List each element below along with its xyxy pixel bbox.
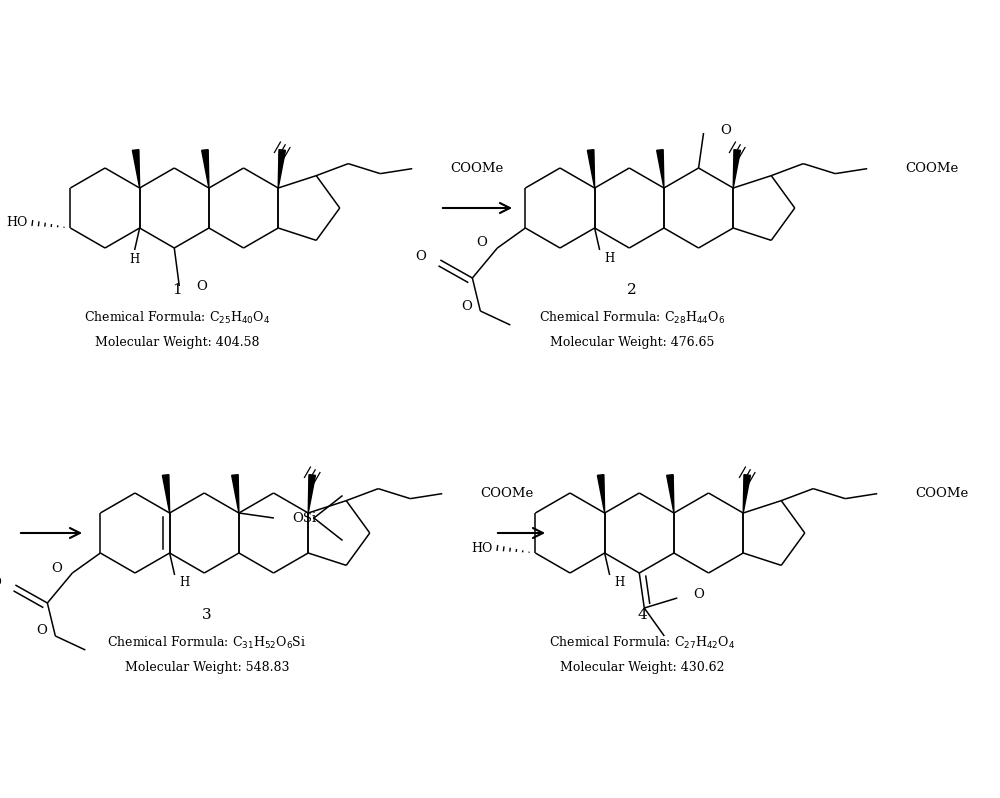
Text: COOMe: COOMe — [905, 162, 958, 175]
Text: COOMe: COOMe — [480, 487, 533, 500]
Text: O: O — [721, 124, 731, 137]
Polygon shape — [132, 150, 140, 188]
Polygon shape — [667, 475, 674, 513]
Text: 1: 1 — [172, 283, 182, 297]
Polygon shape — [162, 475, 170, 513]
Text: Chemical Formula: C$_{25}$H$_{40}$O$_{4}$: Chemical Formula: C$_{25}$H$_{40}$O$_{4}… — [84, 310, 270, 326]
Text: O: O — [36, 625, 47, 638]
Polygon shape — [587, 150, 595, 188]
Text: O: O — [415, 251, 426, 263]
Text: H: H — [605, 251, 615, 264]
Text: HO: HO — [471, 542, 492, 555]
Polygon shape — [657, 150, 664, 188]
Text: Molecular Weight: 548.83: Molecular Weight: 548.83 — [125, 662, 289, 674]
Text: 3: 3 — [202, 608, 212, 622]
Polygon shape — [308, 475, 315, 513]
Text: O: O — [461, 299, 472, 313]
Text: Molecular Weight: 404.58: Molecular Weight: 404.58 — [95, 337, 259, 350]
Text: Chemical Formula: C$_{28}$H$_{44}$O$_{6}$: Chemical Formula: C$_{28}$H$_{44}$O$_{6}… — [539, 310, 725, 326]
Text: Chemical Formula: C$_{31}$H$_{52}$O$_{6}$Si: Chemical Formula: C$_{31}$H$_{52}$O$_{6}… — [107, 635, 307, 651]
Text: HO: HO — [6, 216, 27, 230]
Text: Molecular Weight: 430.62: Molecular Weight: 430.62 — [560, 662, 724, 674]
Text: O: O — [0, 575, 1, 588]
Text: O: O — [196, 279, 207, 293]
Text: O: O — [51, 562, 62, 575]
Text: 4: 4 — [637, 608, 647, 622]
Text: 2: 2 — [627, 283, 637, 297]
Polygon shape — [743, 475, 750, 513]
Text: Molecular Weight: 476.65: Molecular Weight: 476.65 — [550, 337, 714, 350]
Text: O: O — [693, 588, 704, 602]
Polygon shape — [202, 150, 209, 188]
Text: OSi: OSi — [292, 512, 316, 524]
Polygon shape — [733, 150, 740, 188]
Text: COOMe: COOMe — [450, 162, 503, 175]
Polygon shape — [278, 150, 285, 188]
Polygon shape — [232, 475, 239, 513]
Text: COOMe: COOMe — [915, 487, 968, 500]
Text: H: H — [615, 576, 625, 590]
Polygon shape — [597, 475, 605, 513]
Text: H: H — [180, 576, 190, 590]
Text: Chemical Formula: C$_{27}$H$_{42}$O$_{4}$: Chemical Formula: C$_{27}$H$_{42}$O$_{4}… — [549, 635, 735, 651]
Text: O: O — [476, 236, 487, 250]
Text: H: H — [130, 254, 140, 267]
